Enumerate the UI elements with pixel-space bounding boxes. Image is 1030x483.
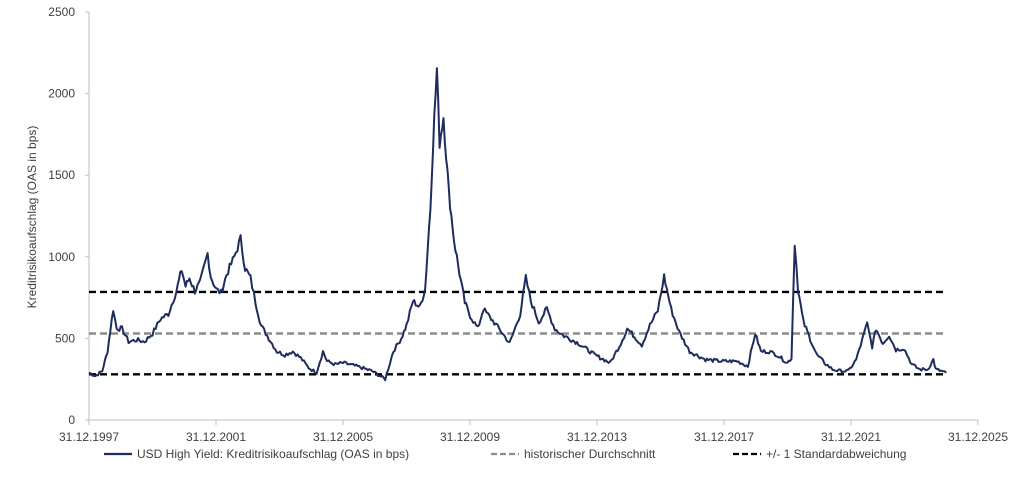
x-tick-label: 31.12.2001 — [186, 430, 246, 444]
x-tick-label: 31.12.1997 — [59, 430, 119, 444]
y-tick-label: 0 — [68, 413, 75, 427]
y-tick-label: 1500 — [48, 168, 75, 182]
x-tick-label: 31.12.2013 — [567, 430, 627, 444]
legend-label-1: historischer Durchschnitt — [524, 447, 656, 461]
plot-area — [88, 12, 978, 421]
x-tick-label: 31.12.2017 — [694, 430, 754, 444]
x-tick-label: 31.12.2005 — [313, 430, 373, 444]
legend-label-0: USD High Yield: Kreditrisikoaufschlag (O… — [137, 447, 409, 461]
x-tick-label: 31.12.2021 — [821, 430, 881, 444]
legend-label-2: +/- 1 Standardabweichung — [766, 447, 906, 461]
x-tick-label: 31.12.2025 — [948, 430, 1008, 444]
y-tick-label: 500 — [55, 331, 75, 345]
y-axis-label: Kreditrisikoaufschlag (OAS in bps) — [25, 126, 39, 309]
series-line-0 — [88, 67, 947, 382]
legend: USD High Yield: Kreditrisikoaufschlag (O… — [104, 447, 906, 461]
y-tick-label: 2500 — [48, 5, 75, 19]
y-tick-label: 2000 — [48, 87, 75, 101]
y-tick-label: 1000 — [48, 250, 75, 264]
y-axis-ticks: 0 500 1000 1500 2000 2500 — [48, 5, 89, 427]
x-tick-label: 31.12.2009 — [440, 430, 500, 444]
x-axis-ticks: 31.12.1997 31.12.2001 31.12.2005 31.12.2009… — [59, 420, 1008, 444]
